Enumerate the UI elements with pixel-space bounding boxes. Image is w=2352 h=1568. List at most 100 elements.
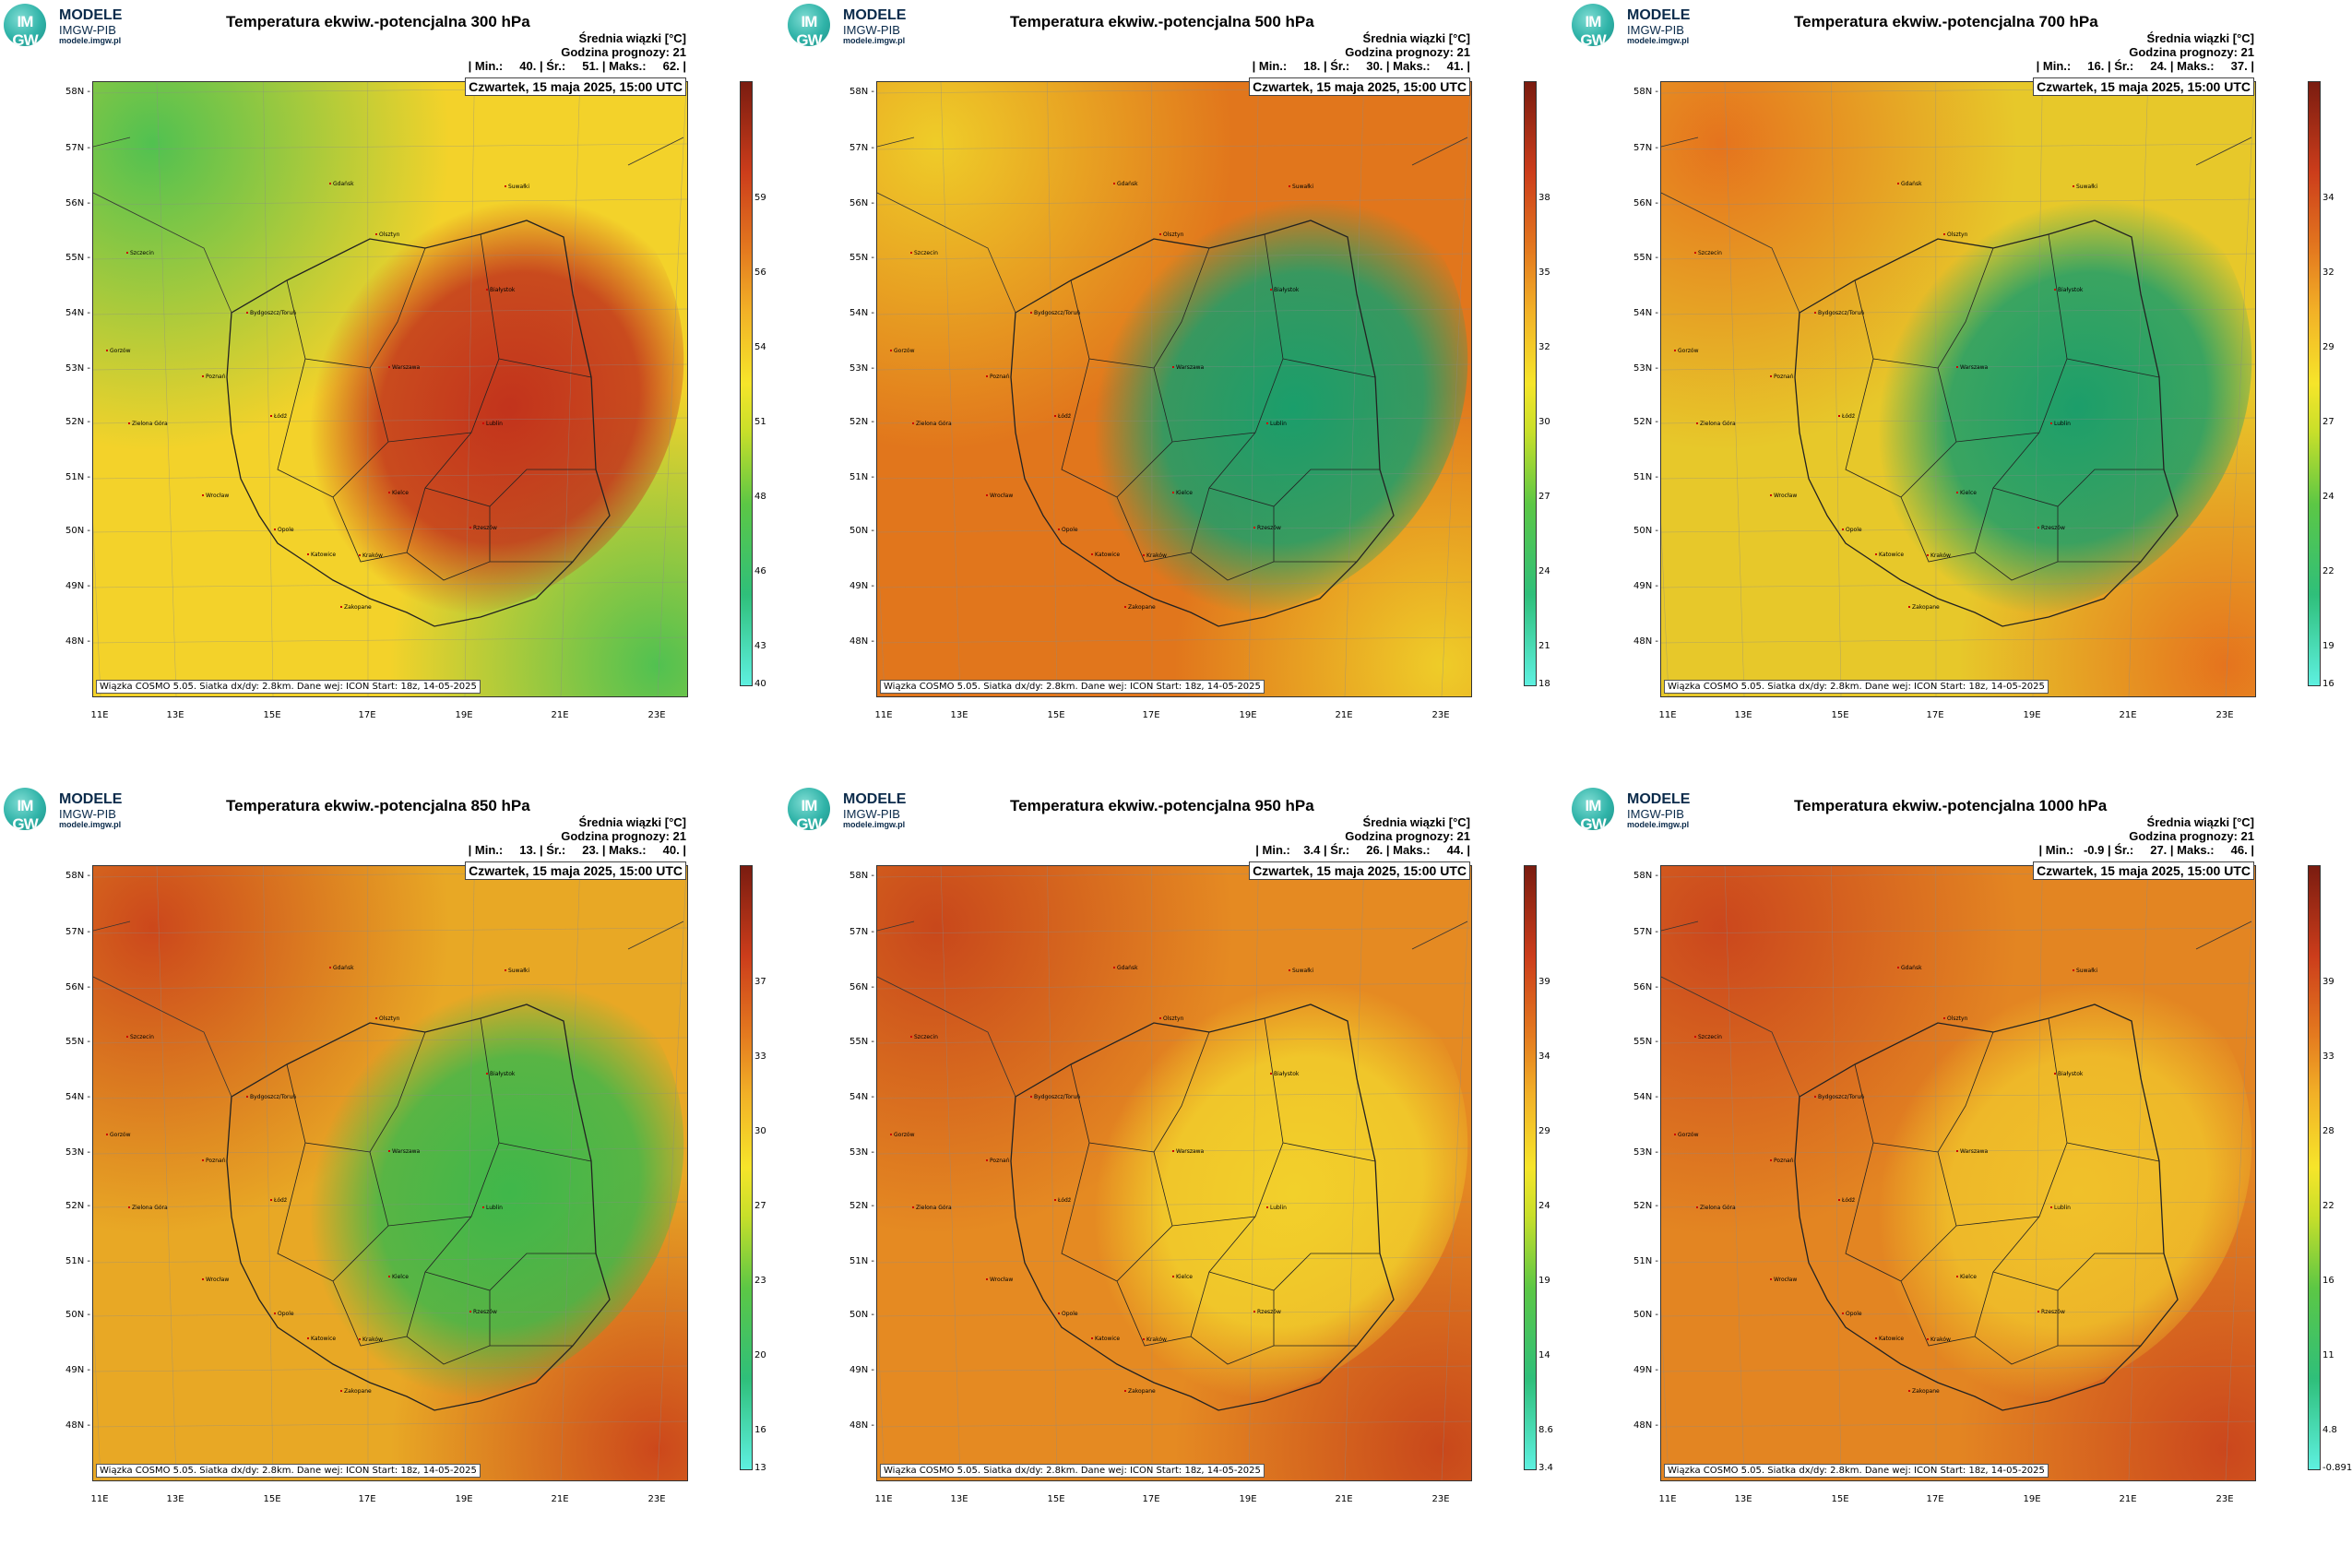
city-label: Kielce <box>1172 490 1193 496</box>
city-label: Zakopane <box>340 604 372 611</box>
lat-tick-label: 51N - <box>65 472 90 482</box>
city-label: Kraków <box>1143 552 1167 559</box>
colorbar-tick-label: 3.4 <box>1538 1463 1553 1473</box>
logo-url: modele.imgw.pl <box>1627 36 1690 45</box>
meta-units: Średnia wiązki [°C] <box>1362 31 1470 45</box>
city-label: Białystok <box>485 287 516 293</box>
city-label: Łódź <box>1053 413 1072 420</box>
panel-title: Temperatura ekwiw.-potencjalna 850 hPa <box>226 797 530 814</box>
colorbar <box>1524 865 1537 1470</box>
city-label: Szczecin <box>1694 250 1722 256</box>
meta-units: Średnia wiązki [°C] <box>2146 31 2254 45</box>
lon-tick-label: 21E <box>1335 1494 1353 1504</box>
colorbar-tick-label: 13 <box>754 1463 766 1473</box>
colorbar-tick-label: 30 <box>1538 416 1550 427</box>
city-label: Kraków <box>1927 552 1951 559</box>
panel-meta: Średnia wiązki [°C] Godzina prognozy: 21… <box>1253 31 1470 73</box>
city-label: Poznań <box>202 374 226 380</box>
map-panel: IM GW MODELE IMGW-PIB modele.imgw.pl Tem… <box>1568 0 2352 784</box>
map-canvas: Gdańsk Olsztyn Szczecin Bydgoszcz/Toruń Biał… <box>92 865 688 1481</box>
lon-tick-label: 23E <box>2215 1494 2234 1504</box>
logo-name: MODELE <box>59 791 123 807</box>
city-label: Rzeszów <box>2037 525 2065 531</box>
colorbar-tick-label: 39 <box>2322 976 2334 987</box>
lat-tick-label: 58N - <box>1633 87 1658 97</box>
panel-meta: Średnia wiązki [°C] Godzina prognozy: 21… <box>2037 31 2254 73</box>
city-label: Suwałki <box>2072 968 2098 974</box>
panel-title: Temperatura ekwiw.-potencjalna 950 hPa <box>1010 797 1314 814</box>
city-label: Kraków <box>359 552 383 559</box>
city-label: Wrocław <box>985 493 1014 499</box>
lon-tick-label: 17E <box>1926 1494 1944 1504</box>
colorbar-tick-label: 35 <box>1538 267 1550 278</box>
lat-tick-label: 49N - <box>65 1365 90 1375</box>
lat-tick-label: 54N - <box>1633 1092 1658 1102</box>
panel-title: Temperatura ekwiw.-potencjalna 500 hPa <box>1010 13 1314 30</box>
city-label: Bydgoszcz/Toruń <box>1029 1094 1081 1100</box>
lat-tick-label: 57N - <box>65 927 90 937</box>
lon-tick-label: 15E <box>263 1494 281 1504</box>
colorbar-tick-label: 22 <box>2322 566 2334 577</box>
lon-tick-label: 15E <box>1047 1494 1065 1504</box>
lat-tick-label: 56N - <box>65 982 90 992</box>
logo-sub: IMGW-PIB <box>843 23 900 37</box>
logo-emblem-text: IM GW <box>12 13 38 46</box>
lon-tick-label: 19E <box>1239 710 1257 720</box>
city-label: Białystok <box>1269 1071 1300 1077</box>
lon-tick-label: 11E <box>1658 710 1677 720</box>
city-label: Poznań <box>986 374 1010 380</box>
logo-sub: IMGW-PIB <box>59 23 116 37</box>
meta-forecast-hour: Godzina prognozy: 21 <box>1345 829 1470 843</box>
colorbar-tick-label: 30 <box>754 1125 766 1136</box>
colorbar-tick-label: 51 <box>754 416 766 427</box>
city-label: Kraków <box>1143 1336 1167 1343</box>
city-label: Gorzów <box>1674 1132 1699 1138</box>
map-canvas: Gdańsk Olsztyn Szczecin Bydgoszcz/Toruń Biał… <box>1660 865 2256 1481</box>
city-label: Kielce <box>388 490 409 496</box>
temperature-field <box>1661 82 2255 696</box>
city-label: Olsztyn <box>1942 232 1968 238</box>
city-label: Suwałki <box>1288 968 1314 974</box>
city-label: Wrocław <box>1769 1277 1798 1283</box>
city-label: Opole <box>1058 527 1078 533</box>
lon-tick-label: 13E <box>1734 1494 1752 1504</box>
map-panel: IM GW MODELE IMGW-PIB modele.imgw.pl Tem… <box>784 0 1568 784</box>
city-label: Kielce <box>1172 1274 1193 1280</box>
city-label: Lublin <box>482 1205 503 1211</box>
colorbar-tick-label: 46 <box>754 566 766 577</box>
city-label: Bydgoszcz/Toruń <box>1029 310 1081 316</box>
lat-tick-label: 48N - <box>849 1420 874 1431</box>
lat-tick-label: 51N - <box>849 1256 874 1266</box>
map-canvas: Gdańsk Olsztyn Szczecin Bydgoszcz/Toruń Biał… <box>876 865 1472 1481</box>
meta-forecast-hour: Godzina prognozy: 21 <box>2129 45 2254 59</box>
meta-stats: | Min.: 18. | Śr.: 30. | Maks.: 41. | <box>1252 59 1470 73</box>
temperature-field <box>93 866 687 1480</box>
map-canvas: Gdańsk Olsztyn Szczecin Bydgoszcz/Toruń Biał… <box>1660 81 2256 697</box>
lat-tick-label: 55N - <box>65 1037 90 1047</box>
city-label: Katowice <box>1090 552 1121 558</box>
lon-tick-label: 13E <box>950 710 968 720</box>
lat-tick-label: 50N - <box>1633 526 1658 536</box>
imgw-logo: IM GW MODELE IMGW-PIB modele.imgw.pl <box>4 788 142 834</box>
meta-stats: | Min.: -0.9 | Śr.: 27. | Maks.: 46. | <box>2038 843 2254 857</box>
logo-emblem-text: IM GW <box>12 797 38 830</box>
city-label: Opole <box>274 527 294 533</box>
city-label: Zakopane <box>1124 604 1156 611</box>
colorbar-tick-label: 59 <box>754 192 766 203</box>
lon-tick-label: 15E <box>263 710 281 720</box>
city-label: Kraków <box>1927 1336 1951 1343</box>
panel-title: Temperatura ekwiw.-potencjalna 700 hPa <box>1794 13 2098 30</box>
lat-tick-label: 56N - <box>65 198 90 208</box>
city-label: Białystok <box>485 1071 516 1077</box>
city-label: Poznań <box>1770 1158 1794 1164</box>
meta-units: Średnia wiązki [°C] <box>1362 815 1470 829</box>
forecast-date: Czwartek, 15 maja 2025, 15:00 UTC <box>1249 77 1470 96</box>
colorbar-tick-label: 27 <box>1538 491 1550 502</box>
city-label: Białystok <box>2053 287 2084 293</box>
city-label: Opole <box>1842 1311 1862 1317</box>
colorbar-tick-label: 43 <box>754 641 766 652</box>
lat-tick-label: 48N - <box>65 636 90 647</box>
forecast-date: Czwartek, 15 maja 2025, 15:00 UTC <box>2033 861 2254 880</box>
lat-tick-label: 56N - <box>849 198 874 208</box>
colorbar-tick-label: 18 <box>1538 679 1550 689</box>
